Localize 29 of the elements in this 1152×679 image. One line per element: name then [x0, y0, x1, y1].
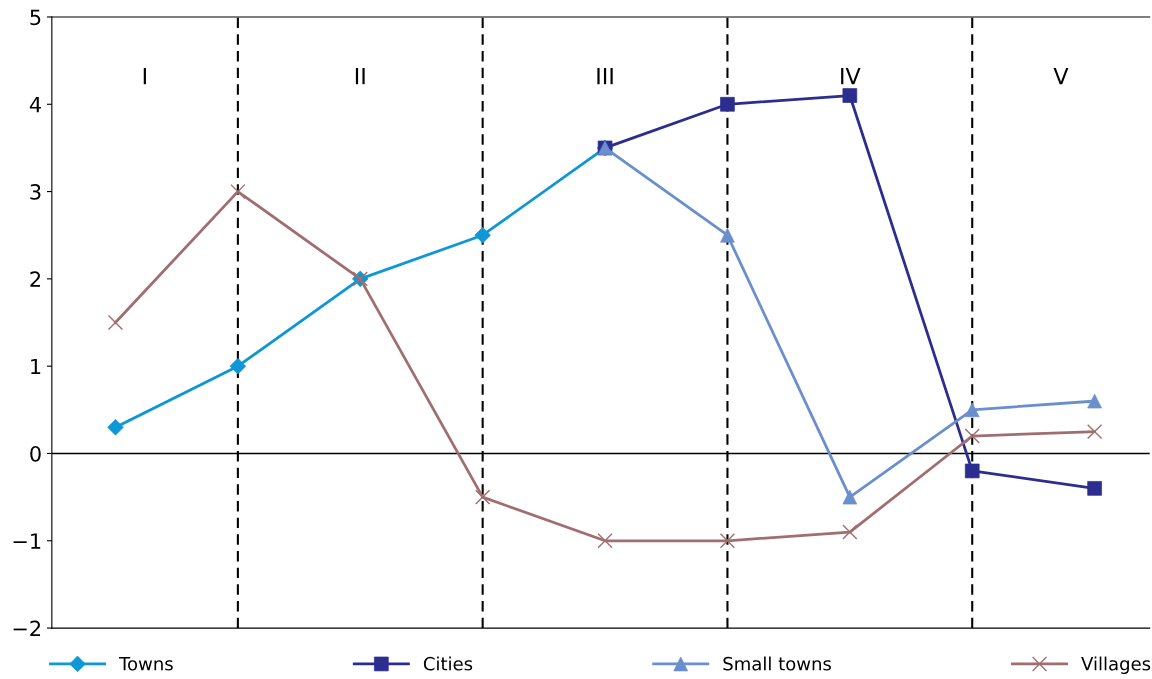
point	[964, 463, 980, 479]
legend-label: Villages	[1081, 656, 1151, 675]
point	[107, 419, 124, 436]
y-tick-label: 1	[31, 358, 41, 375]
annotation: IV	[841, 68, 861, 85]
point	[842, 524, 858, 540]
y-tick-label: −2	[13, 620, 41, 636]
y-tick-label: −1	[13, 533, 41, 549]
y-tick-label: 5	[30, 9, 41, 26]
annotation: I	[143, 68, 146, 85]
y-tick-label: 3	[30, 184, 41, 200]
y-tick-label: 0	[30, 445, 41, 462]
legend-label: Small towns	[723, 656, 831, 671]
point	[475, 489, 491, 505]
point	[230, 183, 246, 200]
point	[597, 533, 613, 549]
point	[720, 96, 735, 112]
point	[107, 314, 124, 331]
point	[1086, 424, 1103, 440]
y-tick-label: 2	[30, 271, 41, 287]
legend-label: Towns	[119, 657, 173, 671]
point	[964, 428, 980, 444]
point	[719, 533, 736, 549]
annotation: III	[597, 68, 613, 85]
annotation: V	[1053, 68, 1069, 85]
legend-label: Cities	[423, 656, 473, 671]
point	[1087, 481, 1102, 496]
y-tick-label: 4	[29, 97, 41, 113]
annotation: II	[355, 68, 365, 85]
